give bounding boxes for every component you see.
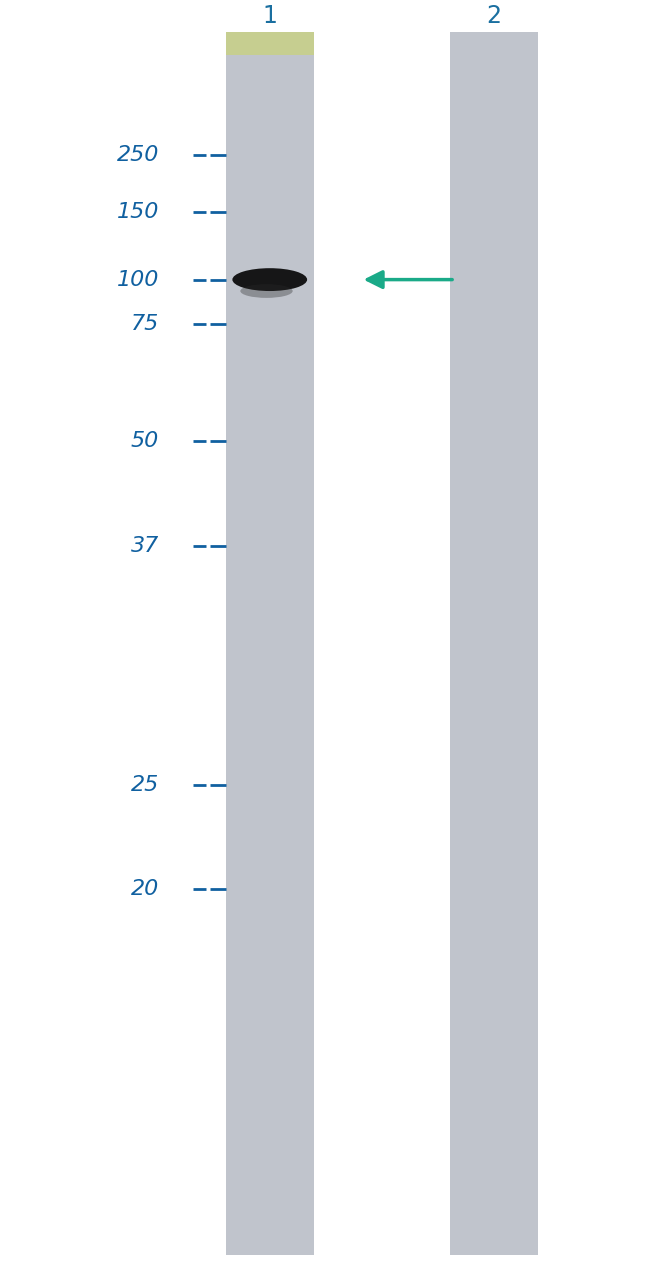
Text: 50: 50 bbox=[131, 431, 159, 451]
Bar bbox=[226, 32, 313, 55]
Text: 1: 1 bbox=[263, 4, 277, 28]
Ellipse shape bbox=[233, 268, 307, 291]
Text: 25: 25 bbox=[131, 775, 159, 795]
Text: 75: 75 bbox=[131, 314, 159, 334]
Bar bbox=[450, 32, 538, 1255]
Bar bbox=[226, 32, 313, 1255]
Text: 250: 250 bbox=[117, 145, 159, 165]
Text: 20: 20 bbox=[131, 879, 159, 899]
Text: 37: 37 bbox=[131, 536, 159, 556]
Text: 100: 100 bbox=[117, 269, 159, 290]
Ellipse shape bbox=[240, 284, 292, 298]
Text: 2: 2 bbox=[486, 4, 502, 28]
Text: 150: 150 bbox=[117, 202, 159, 222]
